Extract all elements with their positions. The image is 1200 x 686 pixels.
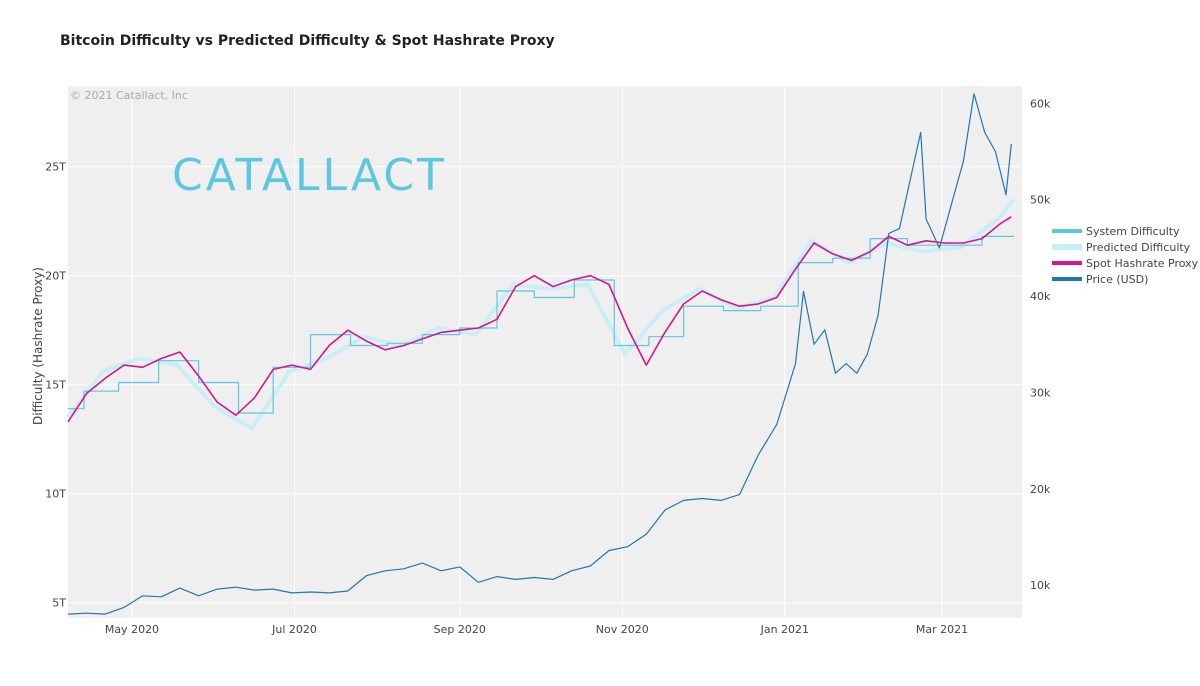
grid	[68, 86, 1022, 618]
copyright-text: © 2021 Catallact, Inc	[70, 89, 188, 102]
y-axis-left: 5T 10T 15T 20T 25T	[45, 161, 66, 610]
y-tick-label: 5T	[52, 597, 66, 610]
x-tick-label: Sep 2020	[434, 623, 486, 636]
y-tick-label: 20T	[45, 270, 66, 283]
legend: System Difficulty Predicted Difficulty Spo…	[1052, 225, 1199, 286]
y-tick-label: 10T	[45, 488, 66, 501]
series-line-spot-hashrate-proxy	[67, 216, 1012, 423]
y2-tick-label: 40k	[1030, 290, 1051, 303]
x-tick-label: Jan 2021	[760, 623, 809, 636]
legend-label-price-usd: Price (USD)	[1086, 273, 1148, 286]
catallact-logo: CATALLACT	[172, 150, 447, 201]
y2-tick-label: 20k	[1030, 483, 1051, 496]
plot-area	[68, 86, 1022, 618]
x-tick-label: Nov 2020	[596, 623, 649, 636]
series-layer	[66, 93, 1016, 615]
y-axis-right: 10k 20k 30k 40k 50k 60k	[1030, 97, 1051, 592]
x-tick-label: May 2020	[105, 623, 159, 636]
series-line-price-usd	[67, 93, 1012, 615]
y-tick-label: 15T	[45, 379, 66, 392]
x-axis: May 2020 Jul 2020 Sep 2020 Nov 2020 Jan 2021…	[105, 623, 968, 636]
y2-tick-label: 60k	[1030, 97, 1051, 110]
y-tick-label: 25T	[45, 161, 66, 174]
chart-title: Bitcoin Difficulty vs Predicted Difficul…	[60, 33, 555, 49]
y2-tick-label: 50k	[1030, 194, 1051, 207]
x-tick-label: Mar 2021	[916, 623, 968, 636]
legend-label-predicted-difficulty: Predicted Difficulty	[1086, 241, 1191, 254]
y2-tick-label: 30k	[1030, 386, 1051, 399]
y2-tick-label: 10k	[1030, 579, 1051, 592]
watermark: © 2021 Catallact, Inc CATALLACT	[70, 89, 447, 201]
legend-label-spot-hashrate-proxy: Spot Hashrate Proxy	[1086, 257, 1199, 270]
x-tick-label: Jul 2020	[271, 623, 317, 636]
series-line-system-difficulty	[68, 235, 1014, 414]
legend-label-system-difficulty: System Difficulty	[1086, 225, 1180, 238]
y-axis-label: Difficulty (Hashrate Proxy)	[31, 267, 45, 425]
